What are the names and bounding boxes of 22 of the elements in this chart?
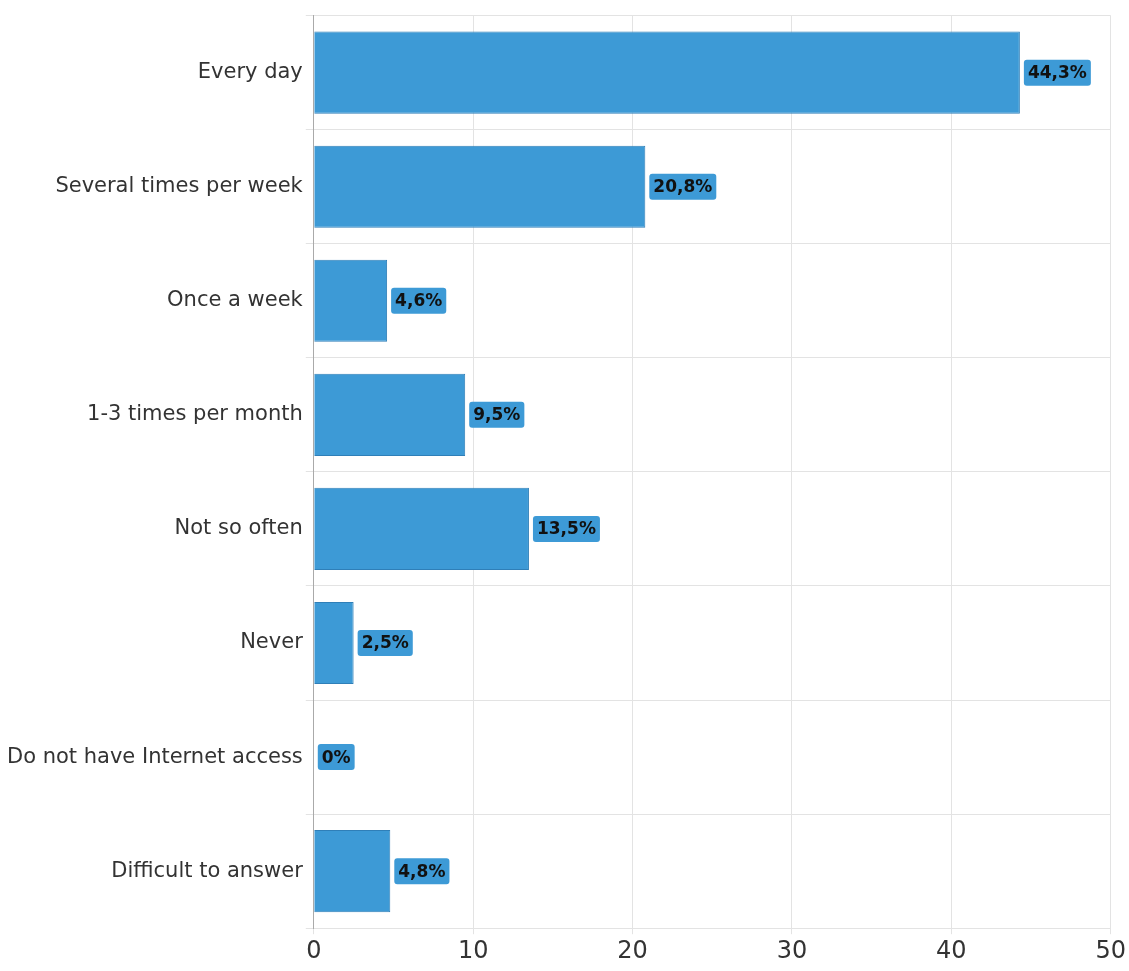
data-label: 9,5% (473, 404, 521, 425)
data-label: 4,6% (395, 290, 443, 311)
data-label: 44,3% (1027, 62, 1087, 83)
y-tick-label: Do not have Internet access (6, 743, 303, 768)
y-tick-label: Several times per week (55, 173, 304, 198)
x-tick-label: 30 (776, 935, 808, 964)
y-tick-label: Difficult to answer (111, 857, 304, 882)
data-label: 0% (321, 746, 351, 767)
data-label: 20,8% (653, 176, 713, 197)
data-label: 2,5% (361, 632, 409, 653)
x-tick-label: 0 (306, 935, 322, 964)
y-tick-label: Every day (197, 59, 303, 84)
data-label: 4,8% (398, 860, 446, 881)
y-tick-label: Not so often (174, 515, 303, 540)
x-tick-label: 50 (1095, 935, 1126, 964)
y-tick-label: 1-3 times per month (87, 401, 303, 426)
data-label: 13,5% (536, 518, 596, 539)
x-tick-label: 20 (617, 935, 648, 964)
x-tick-label: 40 (936, 935, 967, 964)
y-tick-label: Never (240, 629, 304, 654)
y-tick-label: Once a week (167, 287, 304, 312)
x-tick-label: 10 (457, 935, 489, 964)
